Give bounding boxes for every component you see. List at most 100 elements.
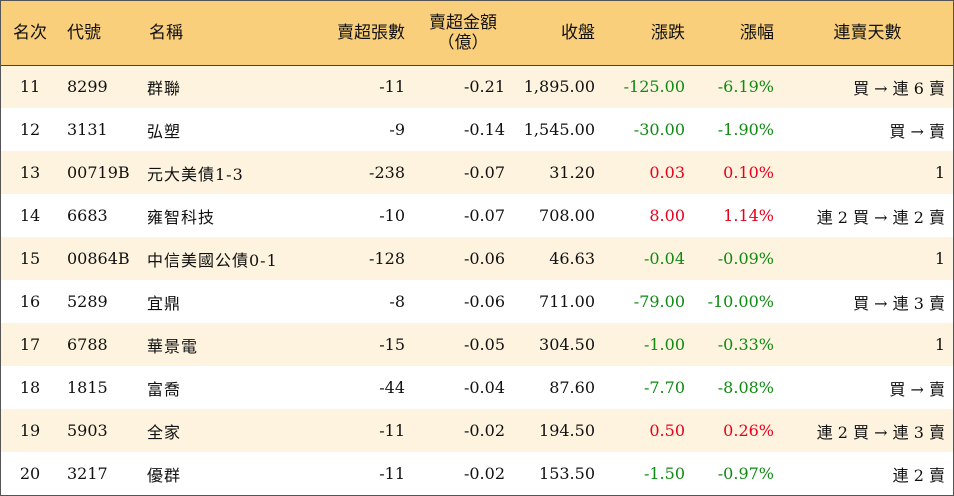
cell-code: 1815 — [67, 378, 108, 397]
header-streak[interactable]: 連賣天數 — [833, 22, 902, 43]
table-row[interactable]: 15 00864B 中信美國公債0-1 -128 -0.06 46.63 -0.… — [1, 237, 953, 280]
cell-change-pct: -6.19% — [717, 77, 774, 97]
cell-code: 8299 — [67, 77, 108, 97]
cell-change-pct: 0.10% — [723, 163, 774, 182]
cell-rank: 17 — [19, 335, 41, 354]
table-row[interactable]: 12 3131 弘塑 -9 -0.14 1,545.00 -30.00 -1.9… — [1, 108, 953, 151]
cell-code: 3131 — [67, 120, 108, 139]
cell-change: 8.00 — [649, 206, 685, 225]
cell-close: 46.63 — [549, 249, 595, 268]
cell-net-sell-lots: -8 — [389, 292, 405, 311]
cell-change-pct: -0.33% — [717, 335, 774, 354]
table-header: 名次 代號 名稱 賣超張數 賣超金額 （億） 收盤 漲跌 漲幅 連賣天數 — [1, 1, 953, 65]
cell-code: 3217 — [67, 464, 108, 483]
cell-net-sell-lots: -11 — [379, 464, 405, 483]
cell-rank: 15 — [19, 249, 41, 268]
cell-rank: 18 — [19, 378, 41, 397]
table-row[interactable]: 17 6788 華景電 -15 -0.05 304.50 -1.00 -0.33… — [1, 323, 953, 366]
cell-change-pct: -10.00% — [707, 292, 774, 311]
cell-net-sell-amount: -0.07 — [463, 163, 505, 182]
table-row[interactable]: 13 00719B 元大美債1-3 -238 -0.07 31.20 0.03 … — [1, 151, 953, 194]
cell-close: 708.00 — [539, 206, 595, 225]
table-row[interactable]: 16 5289 宜鼎 -8 -0.06 711.00 -79.00 -10.00… — [1, 280, 953, 323]
cell-change-pct: -0.97% — [717, 464, 774, 483]
cell-streak: 買 → 連 6 賣 — [853, 78, 945, 98]
cell-name[interactable]: 華景電 — [147, 336, 199, 356]
header-name[interactable]: 名稱 — [149, 22, 183, 43]
cell-code: 5903 — [67, 421, 108, 440]
cell-rank: 19 — [19, 421, 41, 440]
cell-change: -0.04 — [643, 249, 685, 268]
header-change[interactable]: 漲跌 — [651, 22, 685, 43]
cell-close: 711.00 — [539, 292, 595, 311]
cell-name[interactable]: 宜鼎 — [147, 293, 182, 313]
cell-net-sell-amount: -0.02 — [463, 464, 505, 483]
cell-streak: 買 → 賣 — [889, 121, 945, 141]
cell-net-sell-amount: -0.21 — [463, 77, 505, 97]
header-row: 名次 代號 名稱 賣超張數 賣超金額 （億） 收盤 漲跌 漲幅 連賣天數 — [1, 1, 953, 65]
table-row[interactable]: 20 3217 優群 -11 -0.02 153.50 -1.50 -0.97%… — [1, 452, 953, 495]
cell-rank: 12 — [19, 120, 41, 139]
table-row[interactable]: 18 1815 富喬 -44 -0.04 87.60 -7.70 -8.08% … — [1, 366, 953, 409]
cell-net-sell-lots: -10 — [379, 206, 405, 225]
table-row[interactable]: 11 8299 群聯 -11 -0.21 1,895.00 -125.00 -6… — [1, 65, 953, 108]
cell-code: 00719B — [67, 163, 130, 182]
cell-change: -1.00 — [643, 335, 685, 354]
cell-net-sell-amount: -0.14 — [463, 120, 505, 139]
cell-change: 0.50 — [649, 421, 685, 440]
header-net-sell-lots[interactable]: 賣超張數 — [337, 22, 405, 43]
cell-name[interactable]: 群聯 — [147, 78, 182, 98]
cell-change: -30.00 — [633, 120, 685, 139]
cell-net-sell-amount: -0.04 — [463, 378, 505, 397]
cell-close: 87.60 — [549, 378, 595, 397]
cell-streak: 連 2 買 → 連 2 賣 — [816, 207, 945, 227]
header-net-sell-amount[interactable]: 賣超金額 （億） — [413, 1, 513, 65]
cell-change-pct: 1.14% — [723, 206, 774, 225]
table-body: 11 8299 群聯 -11 -0.21 1,895.00 -125.00 -6… — [1, 65, 953, 495]
cell-net-sell-lots: -11 — [379, 77, 405, 97]
cell-change-pct: 0.26% — [723, 421, 774, 440]
cell-name[interactable]: 元大美債1-3 — [147, 164, 244, 184]
cell-streak: 1 — [934, 249, 945, 268]
cell-close: 304.50 — [539, 335, 595, 354]
cell-name[interactable]: 弘塑 — [147, 121, 182, 141]
cell-rank: 11 — [19, 77, 41, 97]
cell-code: 00864B — [67, 249, 130, 268]
cell-net-sell-amount: -0.06 — [463, 292, 505, 311]
cell-close: 1,895.00 — [523, 77, 595, 97]
cell-streak: 1 — [934, 335, 945, 354]
cell-name[interactable]: 中信美國公債0-1 — [147, 250, 278, 270]
cell-change: -79.00 — [633, 292, 685, 311]
header-change-pct[interactable]: 漲幅 — [740, 22, 774, 43]
cell-net-sell-amount: -0.06 — [463, 249, 505, 268]
header-close[interactable]: 收盤 — [561, 22, 595, 43]
cell-net-sell-lots: -9 — [389, 120, 405, 139]
table-row[interactable]: 14 6683 雍智科技 -10 -0.07 708.00 8.00 1.14%… — [1, 194, 953, 237]
cell-net-sell-lots: -238 — [369, 163, 405, 182]
cell-name[interactable]: 全家 — [147, 422, 182, 442]
cell-name[interactable]: 富喬 — [147, 379, 182, 399]
cell-streak: 連 2 賣 — [892, 465, 945, 485]
cell-net-sell-lots: -15 — [379, 335, 405, 354]
cell-change: -1.50 — [643, 464, 685, 483]
cell-name[interactable]: 優群 — [147, 465, 182, 485]
cell-change-pct: -1.90% — [717, 120, 774, 139]
cell-close: 194.50 — [539, 421, 595, 440]
cell-rank: 16 — [19, 292, 41, 311]
cell-rank: 13 — [19, 163, 41, 182]
cell-name[interactable]: 雍智科技 — [147, 207, 216, 227]
cell-change: -125.00 — [623, 77, 685, 97]
cell-close: 153.50 — [539, 464, 595, 483]
header-code[interactable]: 代號 — [67, 22, 101, 43]
cell-streak: 連 2 買 → 連 3 賣 — [816, 422, 945, 442]
cell-streak: 1 — [934, 163, 945, 182]
table-row[interactable]: 19 5903 全家 -11 -0.02 194.50 0.50 0.26% 連… — [1, 409, 953, 452]
cell-code: 6683 — [67, 206, 108, 225]
cell-net-sell-amount: -0.02 — [463, 421, 505, 440]
cell-net-sell-lots: -11 — [379, 421, 405, 440]
header-rank[interactable]: 名次 — [13, 22, 47, 43]
cell-rank: 14 — [19, 206, 41, 225]
cell-net-sell-lots: -44 — [379, 378, 405, 397]
